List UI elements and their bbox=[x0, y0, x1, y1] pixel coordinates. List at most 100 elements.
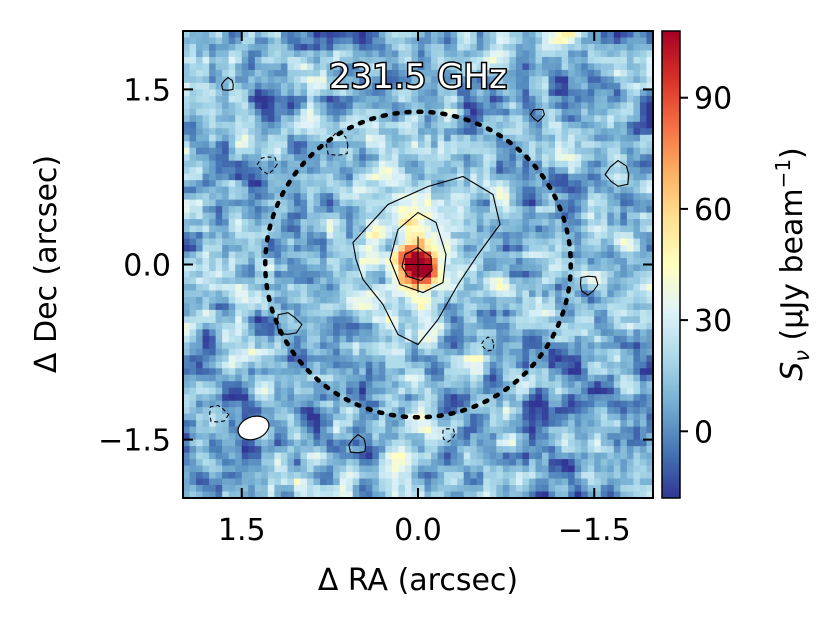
heatmap-cell bbox=[431, 121, 439, 129]
heatmap-cell bbox=[209, 491, 217, 498]
heatmap-cell bbox=[404, 400, 413, 408]
heatmap-cell bbox=[587, 407, 595, 415]
heatmap-cell bbox=[222, 31, 230, 39]
heatmap-cell bbox=[235, 446, 243, 454]
heatmap-cell bbox=[411, 459, 419, 467]
heatmap-cell bbox=[502, 361, 510, 369]
heatmap-cell bbox=[450, 348, 458, 356]
heatmap-cell bbox=[418, 245, 426, 253]
heatmap-cell bbox=[626, 446, 635, 454]
heatmap-cell bbox=[489, 491, 497, 498]
heatmap-cell bbox=[496, 433, 504, 441]
heatmap-cell bbox=[542, 199, 550, 207]
heatmap-cell bbox=[548, 173, 556, 181]
heatmap-cell bbox=[431, 37, 439, 45]
heatmap-cell bbox=[391, 413, 400, 421]
heatmap-cell bbox=[287, 420, 295, 428]
heatmap-cell bbox=[267, 368, 275, 376]
heatmap-cell bbox=[241, 277, 249, 285]
heatmap-cell bbox=[352, 407, 360, 415]
heatmap-cell bbox=[307, 472, 315, 480]
heatmap-cell bbox=[241, 219, 249, 227]
heatmap-cell bbox=[261, 290, 269, 298]
heatmap-cell bbox=[418, 459, 426, 467]
heatmap-cell bbox=[555, 50, 563, 58]
heatmap-cell bbox=[489, 270, 497, 279]
heatmap-cell bbox=[502, 426, 510, 434]
heatmap-cell bbox=[398, 31, 406, 39]
heatmap-cell bbox=[476, 381, 484, 389]
heatmap-cell bbox=[548, 63, 556, 71]
heatmap-cell bbox=[228, 102, 236, 110]
heatmap-cell bbox=[333, 108, 341, 116]
heatmap-cell bbox=[568, 225, 576, 233]
heatmap-cell bbox=[411, 485, 419, 493]
heatmap-cell bbox=[215, 102, 223, 110]
heatmap-cell bbox=[626, 309, 635, 317]
heatmap-cell bbox=[267, 193, 275, 201]
heatmap-cell bbox=[620, 115, 628, 123]
heatmap-cell bbox=[496, 186, 504, 194]
heatmap-cell bbox=[346, 277, 354, 285]
heatmap-cell bbox=[274, 277, 282, 285]
heatmap-cell bbox=[613, 50, 621, 58]
heatmap-cell bbox=[280, 69, 289, 78]
heatmap-cell bbox=[496, 394, 504, 402]
heatmap-cell bbox=[483, 251, 491, 259]
heatmap-cell bbox=[496, 452, 504, 460]
heatmap-cell bbox=[300, 89, 308, 97]
heatmap-cell bbox=[568, 465, 576, 473]
heatmap-cell bbox=[535, 108, 543, 116]
heatmap-cell bbox=[307, 478, 315, 486]
heatmap-cell bbox=[215, 167, 223, 175]
heatmap-cell bbox=[307, 43, 315, 52]
heatmap-cell bbox=[424, 69, 432, 78]
heatmap-cell bbox=[228, 56, 236, 65]
heatmap-cell bbox=[189, 361, 197, 369]
heatmap-cell bbox=[215, 225, 223, 233]
heatmap-cell bbox=[307, 134, 315, 142]
heatmap-cell bbox=[352, 238, 360, 246]
heatmap-cell bbox=[463, 108, 471, 116]
heatmap-cell bbox=[496, 147, 504, 155]
heatmap-cell bbox=[215, 108, 223, 116]
heatmap-cell bbox=[300, 69, 308, 78]
heatmap-cell bbox=[568, 296, 576, 305]
heatmap-cell bbox=[339, 167, 347, 175]
heatmap-cell bbox=[424, 134, 432, 142]
heatmap-cell bbox=[535, 472, 543, 480]
heatmap-cell bbox=[267, 37, 275, 45]
heatmap-cell bbox=[574, 63, 582, 71]
heatmap-cell bbox=[307, 95, 315, 103]
heatmap-cell bbox=[202, 472, 210, 480]
heatmap-cell bbox=[457, 212, 465, 220]
heatmap-cell bbox=[600, 303, 608, 311]
heatmap-cell bbox=[561, 303, 569, 311]
heatmap-cell bbox=[378, 76, 386, 84]
heatmap-cell bbox=[561, 141, 569, 149]
heatmap-cell bbox=[346, 491, 354, 498]
heatmap-cell bbox=[528, 134, 537, 142]
heatmap-cell bbox=[496, 63, 504, 71]
heatmap-cell bbox=[320, 465, 328, 473]
heatmap-cell bbox=[555, 31, 563, 39]
heatmap-cell bbox=[222, 167, 230, 175]
heatmap-cell bbox=[450, 270, 458, 279]
heatmap-cell bbox=[346, 472, 354, 480]
heatmap-cell bbox=[437, 43, 445, 52]
heatmap-cell bbox=[476, 102, 484, 110]
heatmap-cell bbox=[626, 89, 635, 97]
heatmap-cell bbox=[561, 452, 569, 460]
heatmap-cell bbox=[359, 361, 367, 369]
heatmap-cell bbox=[509, 270, 517, 279]
heatmap-cell bbox=[581, 348, 589, 356]
heatmap-cell bbox=[483, 459, 491, 467]
heatmap-cell bbox=[515, 491, 524, 498]
heatmap-cell bbox=[607, 134, 615, 142]
heatmap-cell bbox=[411, 173, 419, 181]
heatmap-cell bbox=[228, 459, 236, 467]
heatmap-cell bbox=[463, 394, 471, 402]
heatmap-cell bbox=[613, 56, 621, 65]
heatmap-cell bbox=[444, 147, 452, 155]
heatmap-cell bbox=[581, 102, 589, 110]
